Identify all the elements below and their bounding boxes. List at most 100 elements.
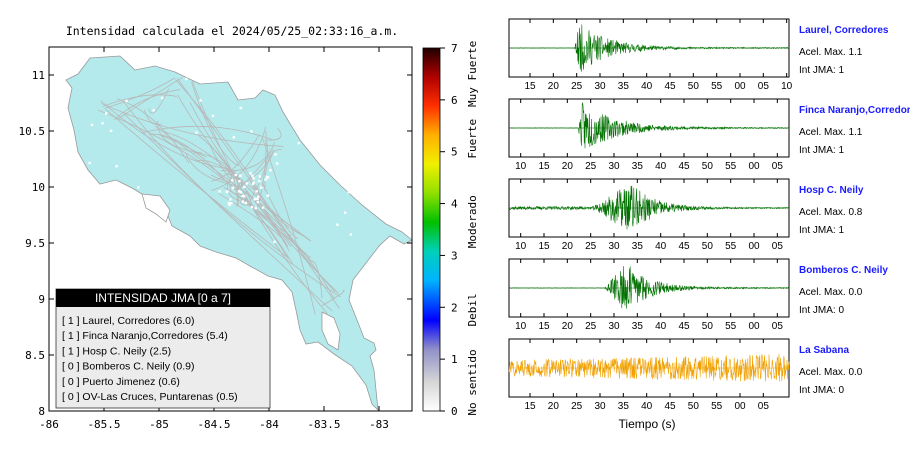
town-dot — [347, 190, 350, 194]
town-dot — [230, 179, 234, 182]
road — [264, 149, 282, 191]
waveform-x-tick-label: 20 — [548, 401, 560, 412]
road — [160, 130, 250, 190]
station-info: Acel. Max. 0.0 — [799, 367, 863, 378]
waveform-x-tick-label: 20 — [562, 161, 574, 172]
waveform-x-tick-label: 00 — [748, 241, 760, 252]
road — [191, 82, 239, 167]
town-dot — [258, 175, 262, 178]
colorbar-category-label: Fuerte — [466, 119, 479, 159]
town-dot — [245, 182, 249, 185]
road — [198, 135, 238, 207]
road — [175, 79, 260, 192]
road — [261, 182, 299, 239]
town-dot — [250, 130, 253, 133]
waveform-trace — [509, 24, 790, 72]
town-dot — [252, 177, 255, 180]
waveform-panels: 15 20 25 30 35 40 45 50 55 00 05 10 Laurel, Corredor… — [508, 18, 910, 412]
road — [105, 109, 288, 258]
town-dot — [258, 179, 261, 183]
town-dot — [358, 306, 362, 309]
waveform-x-tick-label: 40 — [655, 241, 667, 252]
map-x-tick-label: -85.5 — [87, 418, 120, 431]
road — [116, 98, 190, 164]
road — [157, 120, 202, 154]
nicoya-gulf-water — [141, 193, 171, 223]
waveform-x-tick-label: 45 — [678, 161, 690, 172]
waveform-x-tick-label: 05 — [772, 161, 784, 172]
road — [267, 127, 282, 141]
town-dot — [230, 201, 233, 205]
legend-item: [ 1 ] Hosp C. Neily (2.5) — [62, 345, 171, 357]
station-info: Int JMA: 0 — [799, 305, 844, 316]
waveform-x-tick-label: 50 — [688, 81, 700, 92]
town-dot — [218, 190, 221, 193]
waveform-x-tick-label: 05 — [772, 321, 784, 332]
road — [249, 180, 307, 238]
waveform-trace — [508, 185, 790, 230]
town-dot — [255, 190, 258, 193]
town-dot — [141, 273, 145, 276]
road — [261, 137, 316, 315]
road — [321, 290, 345, 307]
town-dot — [265, 175, 268, 178]
town-dot — [250, 205, 254, 209]
map-x-axis: -86 -85.5 -85 -84.5 -84 -83.5 -83 — [39, 47, 389, 431]
legend-header — [56, 289, 270, 307]
station-info: Acel. Max. 1.1 — [799, 127, 863, 138]
town-dot — [256, 195, 260, 198]
town-dot — [252, 181, 255, 184]
colorbar-tick-label: 0 — [451, 405, 458, 418]
road-network — [98, 76, 345, 316]
road — [104, 77, 176, 109]
waveform-x-tick-label: 40 — [641, 401, 653, 412]
colorbar-tick-label: 6 — [451, 94, 458, 107]
road — [230, 190, 311, 259]
town-dot — [185, 77, 188, 81]
station-name: Hosp C. Neily — [799, 185, 864, 196]
town-dot — [238, 180, 241, 183]
waveform-x-tick-label: 45 — [664, 81, 676, 92]
station-name: Bomberos C. Neily — [799, 265, 888, 276]
town-dot — [242, 195, 246, 198]
colorbar-gradient — [422, 47, 441, 412]
waveform-x-tick-label: 10 — [515, 161, 527, 172]
town-dot — [260, 186, 263, 189]
waveform-x-tick-label: 45 — [664, 401, 676, 412]
town-dot — [251, 174, 254, 177]
town-dot — [195, 131, 198, 134]
town-dot — [228, 203, 231, 207]
figure-title: Intensidad calculada el 2024/05/25_02:33… — [66, 24, 398, 38]
waveform-panel: 15 20 25 30 35 40 45 50 55 00 05 La Sabana Acel. Max… — [508, 338, 863, 412]
town-dot — [375, 134, 378, 138]
map-x-tick-label: -83.5 — [307, 418, 340, 431]
map-x-tick-label: -86 — [39, 418, 59, 431]
town-dot — [266, 194, 270, 197]
legend-item: [ 0 ] Bomberos C. Neily (0.9) — [62, 361, 194, 373]
waveform-x-tick-label: 05 — [758, 401, 770, 412]
town-dot — [297, 141, 300, 145]
waveform-trace — [508, 353, 790, 382]
road — [237, 150, 272, 191]
town-dot — [336, 223, 339, 226]
waveform-x-tick-label: 05 — [772, 241, 784, 252]
station-info: Acel. Max. 0.8 — [799, 207, 863, 218]
colorbar-tick-label: 2 — [451, 301, 458, 314]
map-x-tick-label: -84 — [259, 418, 279, 431]
town-dot — [139, 234, 142, 237]
town-dot — [150, 219, 153, 223]
legend-box — [55, 288, 271, 409]
road — [148, 88, 170, 114]
station-info: Int JMA: 1 — [799, 145, 844, 156]
waveform-x-tick-label: 20 — [548, 81, 560, 92]
town-dot — [356, 95, 359, 99]
station-info: Acel. Max. 0.0 — [799, 287, 863, 298]
waveform-x-tick-label: 35 — [618, 401, 630, 412]
colorbar-category-label: Moderado — [466, 195, 479, 248]
waveform-x-tick-label: 55 — [711, 81, 723, 92]
town-dot — [264, 178, 267, 181]
station-info: Int JMA: 0 — [799, 385, 844, 396]
town-dot — [237, 190, 241, 193]
town-dot — [155, 283, 158, 286]
